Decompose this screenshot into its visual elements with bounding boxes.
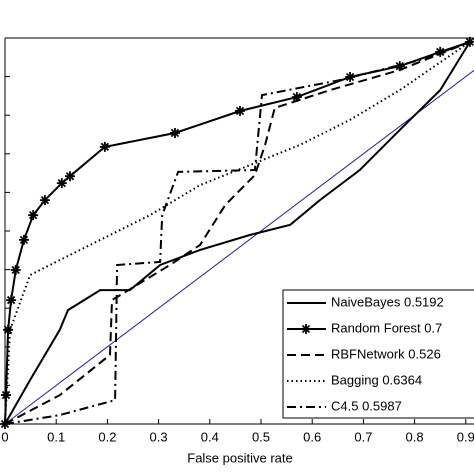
- marker: [18, 234, 29, 245]
- marker: [6, 295, 17, 306]
- marker: [56, 178, 67, 189]
- roc-curve: [4, 40, 471, 425]
- x-tick-label: 0.2: [98, 429, 116, 444]
- marker: [169, 127, 180, 138]
- x-tick-label: 0.6: [303, 429, 321, 444]
- legend-label: C4.5 0.5987: [331, 398, 402, 413]
- x-tick-label: 0.9: [457, 429, 474, 444]
- roc-curve: [4, 41, 471, 425]
- marker: [464, 36, 474, 47]
- x-tick-label: 0: [1, 429, 8, 444]
- legend-label: Bagging 0.6364: [331, 372, 422, 387]
- marker: [435, 46, 446, 57]
- legend-box: [282, 289, 474, 419]
- marker: [28, 210, 39, 221]
- marker: [394, 61, 405, 72]
- marker: [99, 141, 110, 152]
- legend-label: Random Forest 0.7: [331, 320, 442, 335]
- x-tick-label: 0.4: [201, 429, 219, 444]
- marker: [345, 71, 356, 82]
- roc-curve: [4, 40, 471, 425]
- marker: [1, 390, 12, 401]
- x-tick-label: 0.8: [406, 429, 424, 444]
- x-tick-label: 0.1: [47, 429, 65, 444]
- marker: [10, 264, 21, 275]
- reference-line: [4, 69, 474, 425]
- marker: [235, 105, 246, 116]
- legend-marker: [301, 324, 311, 334]
- x-axis-label: False positive rate: [187, 450, 293, 465]
- legend: NaiveBayes 0.5192 Random Forest 0.7 RBFNet…: [282, 289, 474, 419]
- x-tick-label: 0.3: [150, 429, 168, 444]
- marker: [3, 324, 14, 335]
- marker: [39, 195, 50, 206]
- legend-label: NaiveBayes 0.5192: [331, 294, 444, 309]
- x-tick-label: 0.7: [354, 429, 372, 444]
- marker: [65, 171, 76, 182]
- marker: [291, 92, 302, 103]
- x-tick-label: 0.5: [252, 429, 270, 444]
- roc-curve: [4, 41, 471, 425]
- legend-label: RBFNetwork 0.526: [331, 346, 441, 361]
